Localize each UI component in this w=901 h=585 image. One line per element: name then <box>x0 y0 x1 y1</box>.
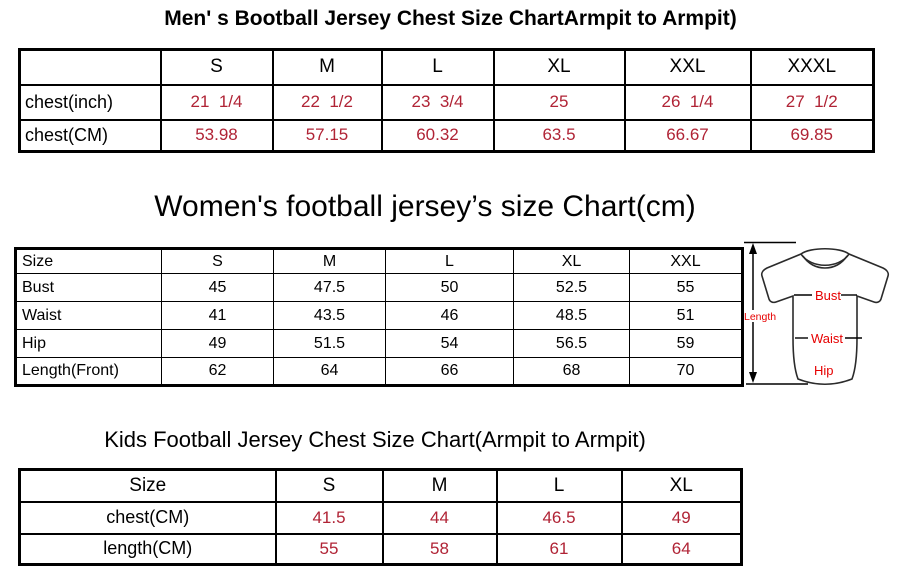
row-label: chest(CM) <box>18 500 277 535</box>
size-cell: 59 <box>629 329 743 358</box>
size-cell: 61 <box>495 532 623 566</box>
size-cell: 49 <box>161 329 274 358</box>
table-row: Hip 49 51.5 54 56.5 59 <box>15 329 743 358</box>
table-header-row: Size S M L XL <box>18 468 743 503</box>
size-cell: 53.98 <box>159 118 274 153</box>
size-cell: 55 <box>629 273 743 302</box>
bust-label: Bust <box>815 288 841 303</box>
size-cell: 27 1/2 <box>749 83 875 121</box>
column-header: XXXL <box>749 48 875 86</box>
column-header: M <box>273 248 386 274</box>
size-cell: 47.5 <box>273 273 386 302</box>
column-header: M <box>381 468 498 503</box>
size-cell: 25 <box>492 83 626 121</box>
womens-size-table: Size S M L XL XXL Bust 45 47.5 50 52.5 5… <box>14 247 744 387</box>
row-label: chest(inch) <box>18 83 162 121</box>
tshirt-outline <box>760 247 890 386</box>
size-cell: 66.67 <box>623 118 752 153</box>
kids-chart-title: Kids Football Jersey Chest Size Chart(Ar… <box>104 427 646 452</box>
tshirt-measurement-diagram: Length Bust Waist Hip <box>744 241 890 386</box>
size-cell: 26 1/4 <box>623 83 752 121</box>
column-header: L <box>380 48 495 86</box>
size-cell: 23 3/4 <box>380 83 495 121</box>
size-cell: 63.5 <box>492 118 626 153</box>
size-cell: 54 <box>385 329 514 358</box>
row-label: length(CM) <box>18 532 277 566</box>
size-cell: 48.5 <box>513 301 630 330</box>
table-header-row: S M L XL XXL XXXL <box>18 48 875 86</box>
column-header: Size <box>15 248 162 274</box>
size-cell: 56.5 <box>513 329 630 358</box>
size-cell: 60.32 <box>380 118 495 153</box>
size-cell: 46 <box>385 301 514 330</box>
table-row: Length(Front) 62 64 66 68 70 <box>15 357 743 386</box>
column-header: S <box>274 468 384 503</box>
size-cell: 46.5 <box>495 500 623 535</box>
column-header: XL <box>492 48 626 86</box>
size-cell: 66 <box>385 357 514 386</box>
table-row: chest(inch) 21 1/4 22 1/2 23 3/4 25 26 1… <box>18 83 875 121</box>
size-cell: 21 1/4 <box>159 83 274 121</box>
table-row: length(CM) 55 58 61 64 <box>18 532 743 566</box>
size-cell: 43.5 <box>273 301 386 330</box>
column-header <box>18 48 162 86</box>
row-label: Waist <box>15 301 162 330</box>
hip-label: Hip <box>814 363 834 378</box>
size-cell: 68 <box>513 357 630 386</box>
column-header: XL <box>513 248 630 274</box>
size-cell: 50 <box>385 273 514 302</box>
column-header: XL <box>620 468 743 503</box>
measurement-marks: Bust Waist Hip <box>794 288 862 378</box>
column-header: L <box>385 248 514 274</box>
size-cell: 41 <box>161 301 274 330</box>
mens-size-table: S M L XL XXL XXXL chest(inch) 21 1/4 22 … <box>18 48 875 153</box>
size-cell: 49 <box>620 500 743 535</box>
size-cell: 62 <box>161 357 274 386</box>
column-header: Size <box>18 468 277 503</box>
size-cell: 70 <box>629 357 743 386</box>
size-cell: 57.15 <box>271 118 383 153</box>
column-header: M <box>271 48 383 86</box>
row-label: Hip <box>15 329 162 358</box>
length-arrow: Length <box>744 241 808 385</box>
mens-chart-title: Men' s Bootball Jersey Chest Size ChartA… <box>164 7 737 30</box>
womens-chart-title: Women's football jersey’s size Chart(cm) <box>154 190 696 223</box>
column-header: S <box>159 48 274 86</box>
column-header: L <box>495 468 623 503</box>
length-label: Length <box>744 311 776 323</box>
table-row: Waist 41 43.5 46 48.5 51 <box>15 301 743 330</box>
table-row: Bust 45 47.5 50 52.5 55 <box>15 273 743 302</box>
size-cell: 64 <box>273 357 386 386</box>
column-header: XXL <box>623 48 752 86</box>
size-cell: 22 1/2 <box>271 83 383 121</box>
size-cell: 51 <box>629 301 743 330</box>
size-cell: 41.5 <box>274 500 384 535</box>
table-header-row: Size S M L XL XXL <box>15 248 743 274</box>
size-cell: 69.85 <box>749 118 875 153</box>
table-row: chest(CM) 41.5 44 46.5 49 <box>18 500 743 535</box>
size-cell: 44 <box>381 500 498 535</box>
row-label: Bust <box>15 273 162 302</box>
size-cell: 45 <box>161 273 274 302</box>
table-row: chest(CM) 53.98 57.15 60.32 63.5 66.67 6… <box>18 118 875 153</box>
size-cell: 55 <box>274 532 384 566</box>
size-cell: 51.5 <box>273 329 386 358</box>
size-cell: 52.5 <box>513 273 630 302</box>
size-cell: 64 <box>620 532 743 566</box>
kids-size-table: Size S M L XL chest(CM) 41.5 44 46.5 49 … <box>18 468 743 566</box>
row-label: chest(CM) <box>18 118 162 153</box>
column-header: XXL <box>629 248 743 274</box>
row-label: Length(Front) <box>15 357 162 386</box>
waist-label: Waist <box>811 331 843 346</box>
size-cell: 58 <box>381 532 498 566</box>
column-header: S <box>161 248 274 274</box>
